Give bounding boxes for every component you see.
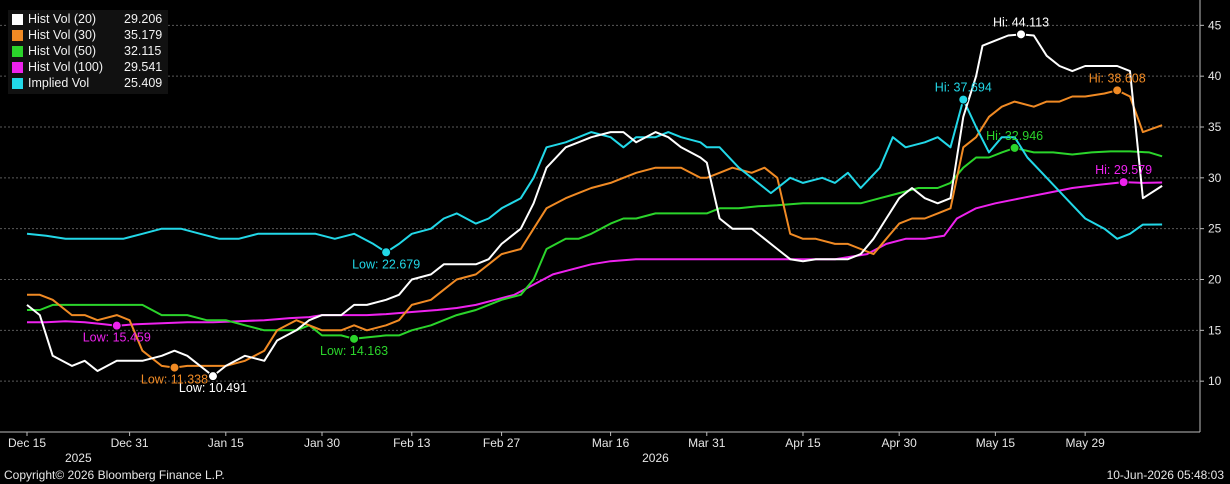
x-tick-label: Feb 27 xyxy=(483,436,521,450)
y-tick-label: 15 xyxy=(1208,323,1222,337)
x-tick-label: Mar 16 xyxy=(592,436,630,450)
legend-entry: Hist Vol (100) 29.541 xyxy=(12,59,162,75)
legend-series-name: Hist Vol (20) xyxy=(28,12,97,26)
annotation-label: Hi: 37.694 xyxy=(935,81,992,95)
legend-series-name: Implied Vol xyxy=(28,76,90,90)
annotation-marker xyxy=(207,371,218,382)
legend-entry: Hist Vol (50) 32.115 xyxy=(12,43,162,59)
annotation-marker xyxy=(381,247,392,258)
series-line xyxy=(27,181,1163,327)
annotation-label: Low: 14.163 xyxy=(320,344,388,358)
legend-entry: Implied Vol 25.409 xyxy=(12,75,162,91)
x-year-label: 2025 xyxy=(65,451,92,465)
annotation-label: Hi: 32.946 xyxy=(986,129,1043,143)
annotation-marker xyxy=(958,94,969,105)
y-tick-label: 10 xyxy=(1208,374,1222,388)
series-line xyxy=(26,33,1163,378)
x-tick-label: May 15 xyxy=(976,436,1016,450)
legend-series-value: 29.541 xyxy=(124,60,163,74)
series-line xyxy=(26,98,1163,254)
timestamp-text: 10-Jun-2026 05:48:03 xyxy=(1106,468,1224,482)
y-tick-label: 35 xyxy=(1208,120,1222,134)
x-tick-label: Apr 30 xyxy=(881,436,917,450)
x-tick-label: Jan 30 xyxy=(304,436,340,450)
annotation-label: Hi: 29.579 xyxy=(1095,163,1152,177)
annotation-marker xyxy=(1009,142,1020,153)
annotation-label: Low: 11.338 xyxy=(141,373,208,387)
legend-swatch xyxy=(12,61,23,73)
annotation-marker xyxy=(1118,177,1129,188)
hi-low-annotations: Low: 10.491 Hi: 44.113 Low: 11.338 Hi: 38.6… xyxy=(83,15,1152,395)
annotation-marker xyxy=(349,333,360,344)
legend-entry: Hist Vol (30) 35.179 xyxy=(12,27,162,43)
legend-series-value: 32.115 xyxy=(124,44,162,58)
legend-swatch xyxy=(12,29,23,41)
legend-series-value: 25.409 xyxy=(124,76,163,90)
annotation-label: Hi: 44.113 xyxy=(993,15,1049,29)
x-tick-label: Dec 31 xyxy=(111,436,149,450)
annotation-marker xyxy=(169,362,180,373)
legend-series-name: Hist Vol (100) xyxy=(28,60,104,74)
x-tick-label: May 29 xyxy=(1065,436,1105,450)
legend-series-value: 35.179 xyxy=(124,28,163,42)
y-tick-label: 30 xyxy=(1208,171,1222,185)
x-tick-label: Mar 31 xyxy=(688,436,726,450)
series-line xyxy=(27,146,1163,340)
annotation-marker xyxy=(1112,85,1123,96)
series-lines xyxy=(26,33,1163,378)
y-tick-label: 25 xyxy=(1208,222,1222,236)
y-tick-label: 45 xyxy=(1208,18,1222,32)
x-tick-label: Feb 13 xyxy=(393,436,431,450)
copyright-text: Copyright© 2026 Bloomberg Finance L.P. xyxy=(4,468,225,482)
x-tick-label: Dec 15 xyxy=(8,436,46,450)
annotation-marker xyxy=(1016,29,1027,40)
legend: Hist Vol (20) 29.206 Hist Vol (30) 35.179 Hi… xyxy=(8,10,169,94)
x-tick-label: Apr 15 xyxy=(785,436,821,450)
legend-swatch xyxy=(12,77,23,89)
legend-series-name: Hist Vol (50) xyxy=(28,44,97,58)
legend-swatch xyxy=(12,13,23,25)
annotation-label: Low: 10.491 xyxy=(179,381,247,395)
annotation-marker xyxy=(111,320,122,331)
y-tick-label: 40 xyxy=(1208,69,1222,83)
annotation-label: Hi: 38.608 xyxy=(1089,71,1146,85)
x-year-label: 2026 xyxy=(642,451,669,465)
annotation-label: Low: 22.679 xyxy=(352,257,420,271)
legend-swatch xyxy=(12,45,23,57)
x-tick-label: Jan 15 xyxy=(208,436,244,450)
y-tick-label: 20 xyxy=(1208,273,1222,287)
legend-series-name: Hist Vol (30) xyxy=(28,28,97,42)
legend-entry: Hist Vol (20) 29.206 xyxy=(12,11,162,27)
legend-series-value: 29.206 xyxy=(124,12,163,26)
annotation-label: Low: 15.459 xyxy=(83,331,151,345)
